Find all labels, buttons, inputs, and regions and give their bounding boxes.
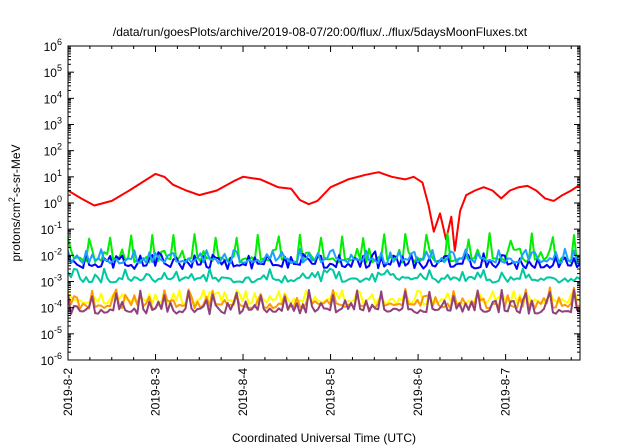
y-tick-label: 101 bbox=[44, 168, 62, 185]
series-line bbox=[68, 171, 580, 252]
x-tick-label: 2019-8-6 bbox=[411, 368, 425, 416]
y-tick-label-exponent: -2 bbox=[54, 246, 62, 256]
y-tick-label-exponent: 3 bbox=[57, 116, 62, 126]
y-tick-label: 103 bbox=[44, 116, 62, 133]
x-tick-label: 2019-8-4 bbox=[236, 368, 250, 416]
y-tick-label-exponent: 0 bbox=[57, 194, 62, 204]
y-tick-label: 10-5 bbox=[41, 325, 62, 342]
series-line bbox=[68, 289, 580, 306]
series-line bbox=[68, 247, 580, 265]
y-axis-label: protons/cm2-s-sr-MeV bbox=[7, 144, 23, 261]
series-line bbox=[68, 267, 580, 284]
y-tick-label: 10-6 bbox=[41, 351, 62, 368]
y-tick-label-base: 10 bbox=[44, 92, 58, 106]
x-axis-label: Coordinated Universal Time (UTC) bbox=[232, 431, 416, 445]
y-tick-label-exponent: -5 bbox=[54, 325, 62, 335]
y-axis-label-sup: 2 bbox=[7, 197, 17, 202]
x-tick-label: 2019-8-5 bbox=[324, 368, 338, 416]
y-tick-label-base: 10 bbox=[41, 223, 55, 237]
y-tick-label-exponent: -4 bbox=[54, 299, 62, 309]
y-tick-label-base: 10 bbox=[41, 328, 55, 342]
y-tick-label-exponent: 2 bbox=[57, 142, 62, 152]
y-tick-label: 100 bbox=[44, 194, 62, 211]
y-tick-label-base: 10 bbox=[41, 302, 55, 316]
x-tick-label: 2019-8-2 bbox=[61, 368, 75, 416]
y-tick-label-base: 10 bbox=[44, 66, 58, 80]
y-tick-label: 105 bbox=[44, 63, 62, 80]
y-tick-label-base: 10 bbox=[44, 119, 58, 133]
y-tick-label-exponent: 6 bbox=[57, 37, 62, 47]
y-tick-label: 10-3 bbox=[41, 273, 62, 290]
y-tick-label-base: 10 bbox=[44, 40, 58, 54]
y-tick-label: 10-1 bbox=[41, 220, 62, 237]
y-tick-label-exponent: -3 bbox=[54, 273, 62, 283]
y-tick-label: 10-2 bbox=[41, 246, 62, 263]
y-tick-label-exponent: -6 bbox=[54, 351, 62, 361]
y-axis-label-base: protons/cm bbox=[9, 202, 23, 261]
series-line bbox=[68, 289, 580, 316]
y-tick-label: 106 bbox=[44, 37, 62, 54]
y-tick-label: 104 bbox=[44, 89, 62, 106]
x-tick-label: 2019-8-3 bbox=[149, 368, 163, 416]
axes-layer: 10-610-510-410-310-210-11001011021031041… bbox=[41, 37, 580, 416]
y-tick-label-exponent: 1 bbox=[57, 168, 62, 178]
y-tick-label: 102 bbox=[44, 142, 62, 159]
chart-title: /data/run/goesPlots/archive/2019-08-07/2… bbox=[113, 25, 528, 39]
y-tick-label-base: 10 bbox=[44, 197, 58, 211]
y-tick-label-base: 10 bbox=[41, 354, 55, 368]
y-tick-label-base: 10 bbox=[44, 145, 58, 159]
y-tick-label-exponent: -1 bbox=[54, 220, 62, 230]
y-tick-label-exponent: 4 bbox=[57, 89, 62, 99]
y-tick-label-base: 10 bbox=[41, 276, 55, 290]
series-layer bbox=[68, 171, 580, 316]
y-tick-label-base: 10 bbox=[41, 249, 55, 263]
y-tick-label-exponent: 5 bbox=[57, 63, 62, 73]
x-tick-label: 2019-8-7 bbox=[499, 368, 513, 416]
y-tick-label-base: 10 bbox=[44, 171, 58, 185]
series-line bbox=[68, 232, 580, 264]
y-axis-label-rest: -s-sr-MeV bbox=[9, 144, 23, 197]
y-tick-label: 10-4 bbox=[41, 299, 62, 316]
